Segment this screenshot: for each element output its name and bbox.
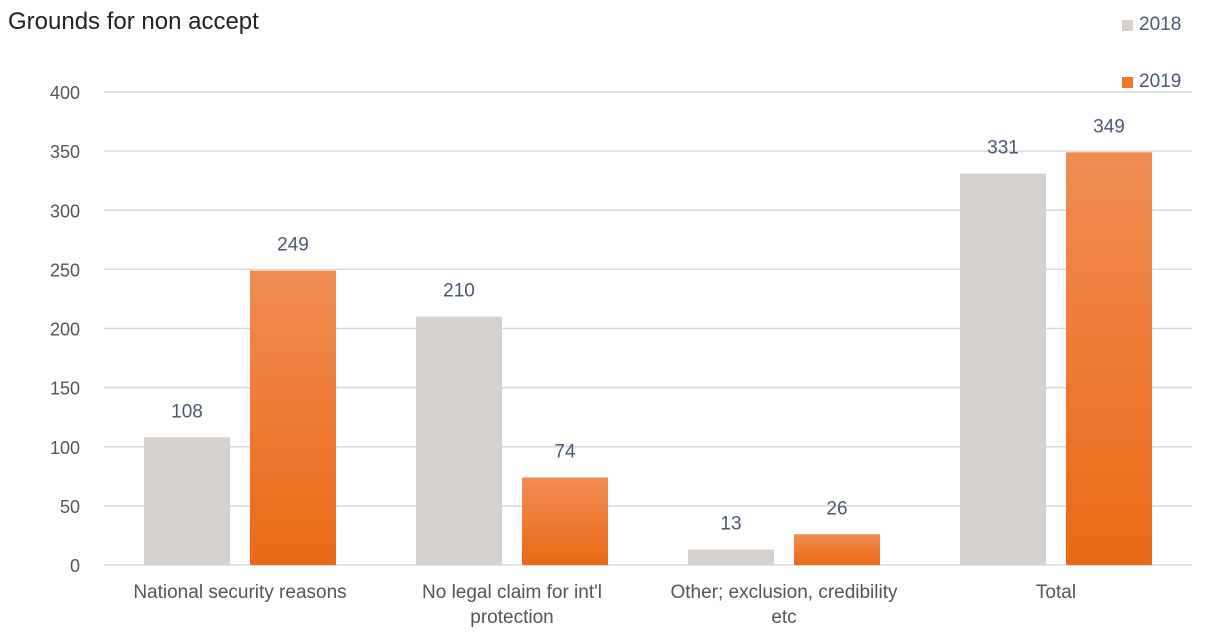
bars: [144, 152, 1152, 565]
legend-swatch-2018: [1122, 19, 1133, 31]
data-label: 349: [1093, 116, 1125, 137]
category-label: Total: [1036, 582, 1076, 603]
data-label: 13: [720, 514, 741, 535]
y-tick-label: 250: [50, 260, 80, 280]
data-label: 210: [443, 281, 475, 302]
category-label: National security reasons: [133, 582, 346, 603]
data-label: 74: [554, 441, 576, 462]
legend-item-2019: 2019: [1122, 71, 1181, 93]
bar-2018-2: [688, 549, 774, 565]
legend-label-2019: 2019: [1139, 71, 1182, 92]
y-tick-label: 150: [50, 379, 80, 399]
data-labels: 108 249 210 74 13 26 331 349: [171, 116, 1125, 534]
legend-swatch-2019: [1122, 76, 1133, 88]
category-label: No legal claim for int'l: [422, 582, 602, 603]
data-label: 331: [987, 138, 1019, 159]
bar-2018-0: [144, 437, 230, 565]
bar-2018-3: [960, 173, 1046, 565]
y-tick-label: 100: [50, 438, 80, 458]
legend-item-2018: 2018: [1122, 14, 1181, 36]
y-tick-label: 0: [70, 556, 80, 576]
data-label: 26: [826, 498, 847, 519]
y-tick-label: 50: [60, 497, 80, 517]
bar-2019-0: [250, 270, 336, 565]
y-tick-label: 350: [50, 142, 80, 162]
category-label: etc: [771, 607, 796, 628]
category-labels: National security reasons No legal claim …: [133, 582, 1076, 628]
y-tick-label: 200: [50, 320, 80, 340]
bar-2019-1: [522, 477, 608, 565]
category-label: protection: [470, 607, 553, 628]
y-tick-label: 300: [50, 201, 80, 221]
legend-label-2018: 2018: [1139, 14, 1182, 35]
chart-title: Grounds for non accept: [8, 8, 259, 35]
bar-2019-3: [1066, 152, 1152, 565]
category-label: Other; exclusion, credibility: [670, 582, 898, 603]
y-axis-ticks: 0 50 100 150 200 250 300 350 400: [50, 83, 80, 576]
data-label: 249: [277, 235, 309, 256]
y-tick-label: 400: [50, 83, 80, 103]
bar-2018-1: [416, 316, 502, 565]
bar-2019-2: [794, 534, 880, 565]
data-label: 108: [171, 401, 203, 422]
